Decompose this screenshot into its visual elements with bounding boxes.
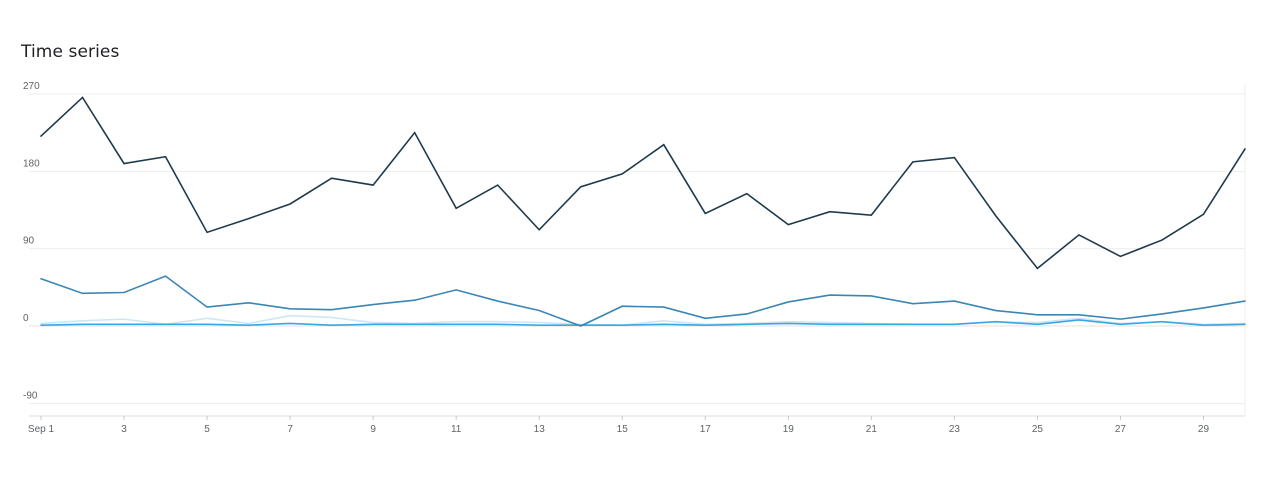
y-tick-label: 180 bbox=[23, 158, 40, 169]
x-tick-label: 13 bbox=[534, 424, 546, 435]
series-line-3 bbox=[40, 319, 1246, 326]
x-tick-label: 5 bbox=[204, 424, 210, 435]
y-tick-label: 0 bbox=[23, 313, 29, 324]
x-tick-label: 29 bbox=[1198, 424, 1210, 435]
x-tick-label: 21 bbox=[866, 424, 878, 435]
series-line-4 bbox=[40, 314, 1246, 326]
gridlines bbox=[29, 93, 1245, 404]
x-tick-label: 7 bbox=[287, 424, 293, 435]
tick-labels: -90 0 90 180 270 Sep 1 3 5 7 9 11 13 15 17 19 21 23 25 27 2… bbox=[23, 81, 1209, 435]
x-tick-label: 9 bbox=[370, 424, 376, 435]
y-tick-label: -90 bbox=[23, 390, 38, 401]
series-line-2 bbox=[40, 275, 1246, 327]
x-tick-label: 15 bbox=[617, 424, 629, 435]
x-tick-label: 11 bbox=[451, 424, 462, 435]
y-tick-label: 270 bbox=[23, 81, 40, 92]
x-tick-label: 3 bbox=[121, 424, 127, 435]
x-tick-label: 23 bbox=[949, 424, 961, 435]
x-tick-label: 19 bbox=[783, 424, 795, 435]
axes bbox=[29, 85, 1246, 420]
series-lines bbox=[40, 96, 1246, 327]
x-tick-label: 17 bbox=[700, 424, 712, 435]
x-tick-label: 25 bbox=[1032, 424, 1044, 435]
x-tick-label: Sep 1 bbox=[28, 424, 55, 435]
chart-title: Time series bbox=[21, 42, 120, 62]
series-line-1 bbox=[40, 96, 1246, 270]
y-tick-label: 90 bbox=[23, 236, 35, 247]
x-tick-label: 27 bbox=[1115, 424, 1127, 435]
